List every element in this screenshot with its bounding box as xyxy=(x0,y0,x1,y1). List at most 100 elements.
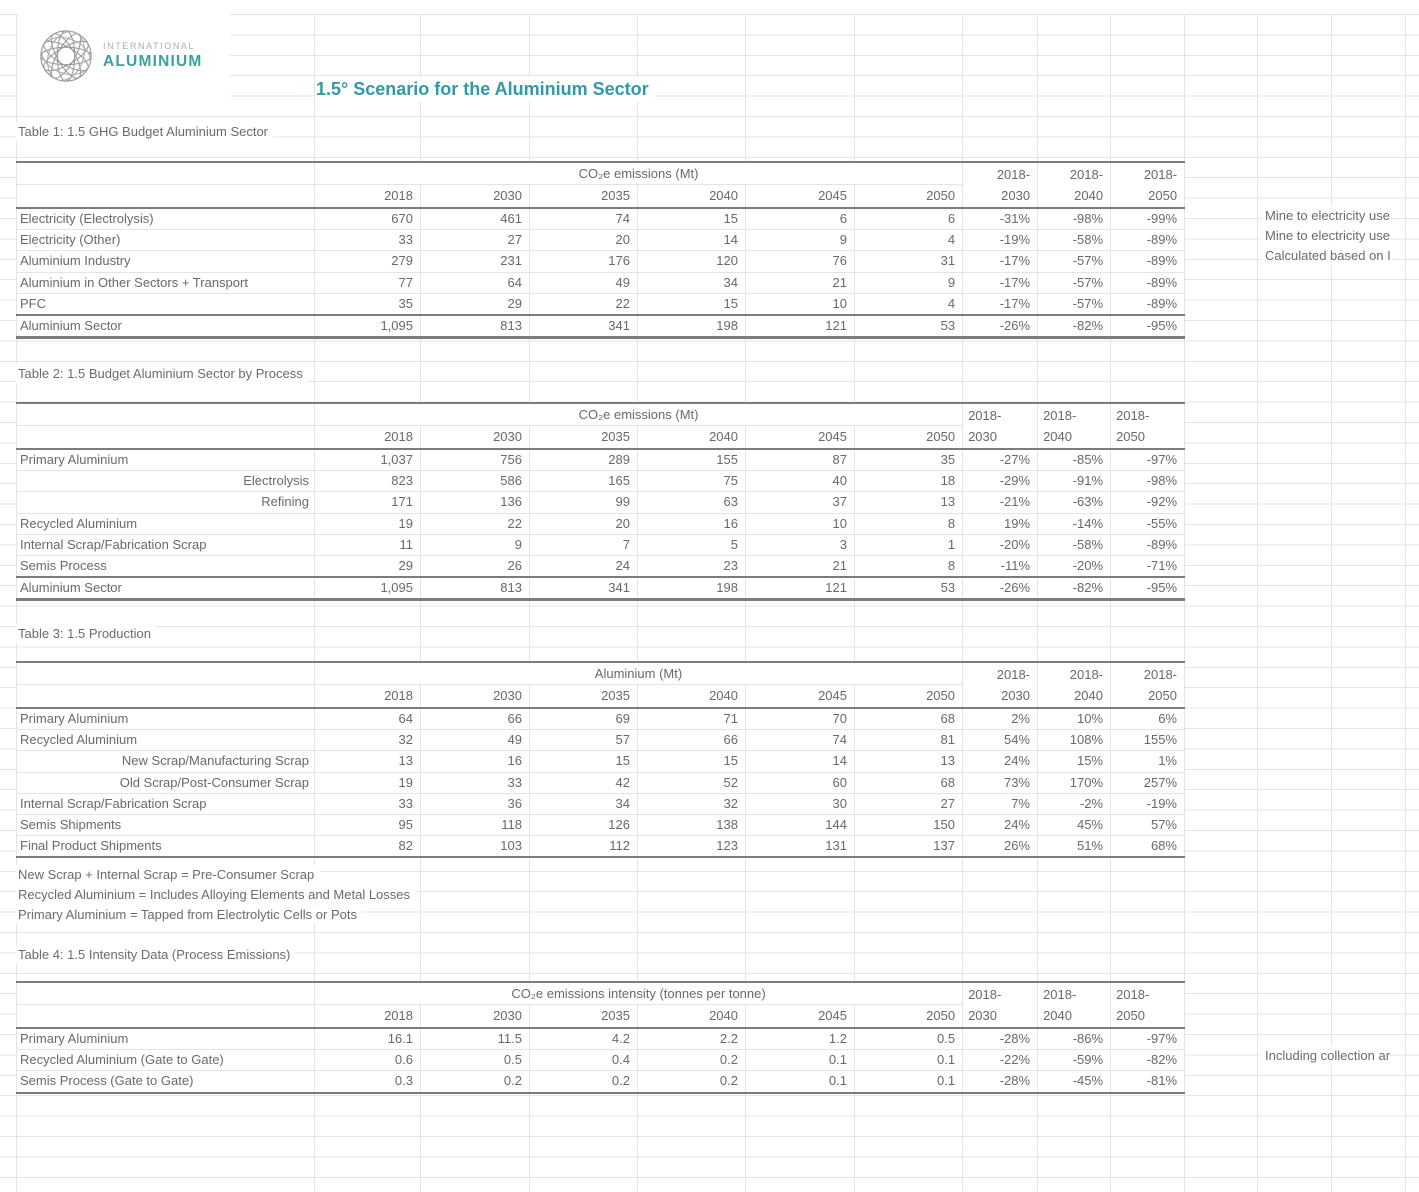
delta-cell[interactable]: -89% xyxy=(1110,271,1186,294)
row-label-cell[interactable]: New Scrap/Manufacturing Scrap xyxy=(16,750,315,773)
value-cell[interactable]: 36 xyxy=(420,792,530,816)
value-cell[interactable]: 138 xyxy=(637,814,746,837)
value-cell[interactable]: 68 xyxy=(854,707,963,731)
value-cell[interactable]: 670 xyxy=(314,207,421,231)
value-cell[interactable]: 57 xyxy=(529,729,638,752)
value-cell[interactable]: 23 xyxy=(637,555,746,578)
row-label-cell[interactable]: Primary Aluminium xyxy=(16,1027,315,1051)
table1-title[interactable]: Table 1: 1.5 GHG Budget Aluminium Sector xyxy=(16,122,274,141)
value-cell[interactable]: 126 xyxy=(529,814,638,837)
delta-cell[interactable]: -89% xyxy=(1110,292,1186,316)
delta-cell[interactable]: -85% xyxy=(1037,448,1112,472)
value-cell[interactable]: 7 xyxy=(529,533,638,557)
value-cell[interactable]: 1,037 xyxy=(314,448,421,472)
page-title[interactable]: 1.5° Scenario for the Aluminium Sector xyxy=(316,77,655,102)
delta-cell[interactable]: -17% xyxy=(962,292,1039,316)
value-cell[interactable]: 35 xyxy=(314,292,421,316)
header-spacer-cell[interactable] xyxy=(16,661,315,685)
year-header-cell[interactable]: 2040 xyxy=(637,1004,746,1029)
delta-cell[interactable]: -95% xyxy=(1110,576,1186,602)
value-cell[interactable]: 123 xyxy=(637,835,746,859)
delta-cell[interactable]: 24% xyxy=(962,814,1038,837)
value-cell[interactable]: 52 xyxy=(637,771,746,794)
value-cell[interactable]: 70 xyxy=(745,707,855,731)
value-cell[interactable]: 144 xyxy=(745,814,855,837)
delta-cell[interactable]: -19% xyxy=(962,229,1039,252)
value-cell[interactable]: 32 xyxy=(637,792,746,816)
delta-cell[interactable]: 108% xyxy=(1037,729,1111,752)
unit-header-cell[interactable]: Aluminium (Mt) xyxy=(314,661,963,685)
value-cell[interactable]: 29 xyxy=(314,555,421,578)
value-cell[interactable]: 103 xyxy=(420,835,530,859)
value-cell[interactable]: 20 xyxy=(529,512,638,535)
table2-title[interactable]: Table 2: 1.5 Budget Aluminium Sector by … xyxy=(16,364,308,383)
value-cell[interactable]: 40 xyxy=(745,470,855,493)
header-spacer-cell[interactable] xyxy=(16,981,315,1005)
row-label-cell[interactable]: Recycled Aluminium xyxy=(16,729,315,752)
delta-cell[interactable]: 68% xyxy=(1110,835,1185,859)
year-header-cell[interactable]: 2018 xyxy=(314,684,421,709)
delta-cell[interactable]: -98% xyxy=(1110,470,1186,493)
value-cell[interactable]: 4.2 xyxy=(529,1027,638,1051)
delta-cell[interactable]: -99% xyxy=(1110,207,1186,231)
value-cell[interactable]: 16 xyxy=(420,750,530,773)
value-cell[interactable]: 1.2 xyxy=(745,1027,855,1051)
year-header-cell[interactable]: 2035 xyxy=(529,425,638,450)
row-label-cell[interactable]: Aluminium Sector xyxy=(16,576,315,602)
delta-cell[interactable]: 257% xyxy=(1110,771,1185,794)
value-cell[interactable]: 813 xyxy=(420,576,530,602)
delta-cell[interactable]: -55% xyxy=(1110,512,1186,535)
value-cell[interactable]: 33 xyxy=(314,229,421,252)
value-cell[interactable]: 1 xyxy=(853,533,964,557)
delta-cell[interactable]: -26% xyxy=(962,314,1039,340)
value-cell[interactable]: 68 xyxy=(854,771,963,794)
value-cell[interactable]: 0.1 xyxy=(745,1070,855,1094)
value-cell[interactable]: 16.1 xyxy=(314,1027,421,1051)
row-annotation[interactable]: Mine to electricity use xyxy=(1261,206,1390,225)
row-label-cell[interactable]: PFC xyxy=(16,292,315,316)
delta-cell[interactable]: 24% xyxy=(962,750,1038,773)
value-cell[interactable]: 1,095 xyxy=(314,314,421,340)
value-cell[interactable]: 95 xyxy=(314,814,421,837)
row-label-cell[interactable]: Refining xyxy=(16,491,315,514)
delta-cell[interactable]: -97% xyxy=(1110,448,1186,472)
row-label-cell[interactable]: Internal Scrap/Fabrication Scrap xyxy=(16,533,315,557)
value-cell[interactable]: 15 xyxy=(637,207,746,231)
value-cell[interactable]: 3 xyxy=(745,533,855,557)
row-label-cell[interactable]: Old Scrap/Post-Consumer Scrap xyxy=(16,771,315,794)
value-cell[interactable]: 14 xyxy=(745,750,855,773)
value-cell[interactable]: 19 xyxy=(314,771,421,794)
delta-cell[interactable]: -86% xyxy=(1037,1027,1112,1051)
delta-cell[interactable]: -92% xyxy=(1110,491,1186,514)
value-cell[interactable]: 18 xyxy=(853,470,964,493)
value-cell[interactable]: 176 xyxy=(529,250,638,273)
row-label-cell[interactable]: Aluminium Sector xyxy=(16,314,315,340)
row-label-cell[interactable]: Recycled Aluminium (Gate to Gate) xyxy=(16,1049,315,1072)
delta-cell[interactable]: -19% xyxy=(1110,792,1185,816)
delta-cell[interactable]: 2% xyxy=(962,707,1038,731)
value-cell[interactable]: 121 xyxy=(745,314,855,340)
value-cell[interactable]: 0.5 xyxy=(420,1049,530,1072)
value-cell[interactable]: 118 xyxy=(420,814,530,837)
value-cell[interactable]: 9 xyxy=(853,271,964,294)
header-spacer-cell[interactable] xyxy=(16,1004,315,1029)
value-cell[interactable]: 53 xyxy=(853,314,964,340)
value-cell[interactable]: 813 xyxy=(420,314,530,340)
value-cell[interactable]: 10 xyxy=(745,292,855,316)
footnote-recycled-aluminium[interactable]: Recycled Aluminium = Includes Alloying E… xyxy=(16,885,416,904)
value-cell[interactable]: 9 xyxy=(420,533,530,557)
delta-cell[interactable]: -20% xyxy=(1037,555,1112,578)
delta-cell[interactable]: -57% xyxy=(1037,292,1112,316)
year-header-cell[interactable]: 2045 xyxy=(745,684,855,709)
value-cell[interactable]: 33 xyxy=(420,771,530,794)
value-cell[interactable]: 461 xyxy=(420,207,530,231)
value-cell[interactable]: 0.2 xyxy=(637,1070,746,1094)
delta-cell[interactable]: -28% xyxy=(962,1070,1039,1094)
year-header-cell[interactable]: 2018 xyxy=(314,184,421,209)
delta-cell[interactable]: 19% xyxy=(962,512,1039,535)
delta-cell[interactable]: 57% xyxy=(1110,814,1185,837)
row-label-cell[interactable]: Primary Aluminium xyxy=(16,448,315,472)
year-header-cell[interactable]: 2030 xyxy=(420,1004,530,1029)
delta-cell[interactable]: 10% xyxy=(1037,707,1111,731)
value-cell[interactable]: 49 xyxy=(529,271,638,294)
